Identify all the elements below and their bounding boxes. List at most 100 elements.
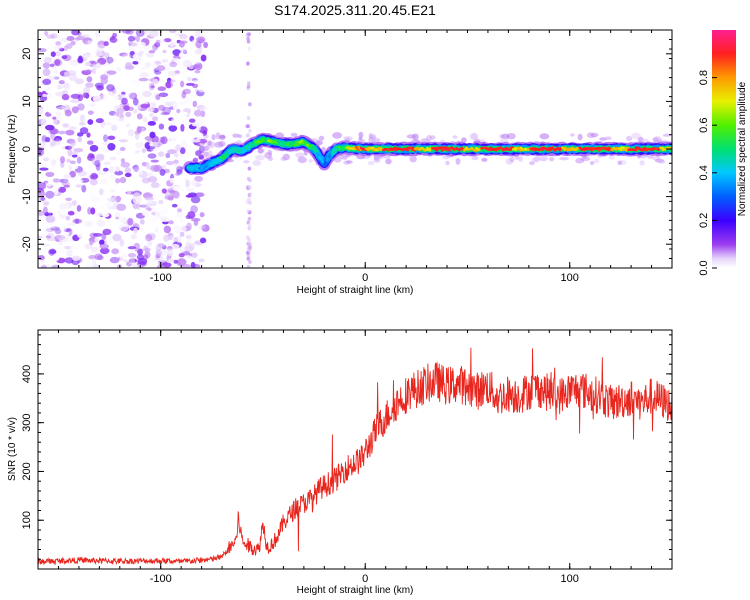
noise-blob	[246, 246, 251, 251]
spectrogram-y-tick-label: -20	[21, 236, 33, 252]
noise-blob	[42, 62, 51, 69]
noise-blob	[66, 43, 73, 49]
noise-blob	[64, 257, 74, 264]
noise-blob	[75, 184, 83, 188]
noise-blob	[589, 160, 595, 166]
noise-blob	[96, 85, 104, 91]
noise-blob	[89, 240, 94, 246]
noise-blob	[147, 106, 154, 113]
noise-blob	[86, 101, 93, 108]
noise-blob	[165, 81, 172, 89]
noise-blob	[102, 167, 109, 172]
noise-blob	[150, 182, 160, 189]
noise-blob	[246, 116, 251, 121]
spectrogram-x-axis-label: Height of straight line (km)	[297, 285, 414, 296]
noise-blob	[358, 131, 364, 139]
noise-blob	[88, 255, 96, 260]
ridge-segment	[357, 146, 363, 152]
noise-blob	[662, 133, 671, 137]
noise-blob	[68, 126, 77, 131]
noise-blob	[173, 113, 183, 121]
noise-blob	[148, 176, 158, 183]
noise-blob	[131, 79, 140, 87]
noise-blob	[245, 251, 250, 255]
ridge-segment	[632, 148, 638, 152]
noise-blob	[87, 140, 94, 145]
noise-blob	[115, 195, 122, 203]
noise-blob	[343, 136, 353, 141]
noise-blob	[145, 234, 153, 242]
noise-blob	[590, 132, 599, 138]
noise-blob	[55, 234, 66, 240]
noise-blob	[176, 258, 187, 266]
noise-blob	[127, 129, 135, 137]
ridge-segment	[566, 147, 571, 152]
ridge-segment	[546, 146, 552, 151]
noise-blob	[455, 158, 461, 165]
noise-blob	[332, 132, 343, 139]
ridge-segment	[364, 147, 370, 152]
noise-blob	[255, 154, 265, 161]
noise-blob	[173, 104, 178, 111]
noise-blob	[104, 30, 113, 38]
noise-blob	[47, 147, 55, 154]
noise-blob	[41, 220, 49, 228]
noise-blob	[161, 59, 169, 63]
noise-blob	[100, 74, 109, 81]
noise-blob	[42, 93, 47, 98]
noise-blob	[96, 44, 106, 49]
noise-blob	[38, 261, 42, 267]
noise-blob	[133, 227, 138, 234]
noise-blob	[38, 210, 45, 216]
noise-blob	[367, 160, 375, 166]
noise-blob	[243, 160, 250, 164]
ridge-segment	[529, 147, 535, 152]
noise-blob	[152, 78, 159, 85]
noise-blob	[176, 210, 184, 218]
noise-blob	[247, 226, 251, 231]
noise-blob	[174, 32, 184, 37]
noise-blob	[593, 159, 600, 164]
noise-blob	[97, 40, 106, 49]
noise-blob	[143, 254, 149, 260]
noise-blob	[191, 139, 201, 143]
noise-blob	[178, 225, 187, 232]
noise-blob	[87, 119, 94, 125]
noise-blob	[68, 165, 73, 171]
noise-blob	[43, 201, 50, 206]
noise-blob	[125, 30, 134, 35]
noise-blob	[177, 208, 182, 213]
noise-blob	[106, 56, 114, 64]
ridge-segment	[202, 164, 208, 170]
colorbar-tick-label: 0.8	[698, 70, 710, 85]
noise-blob	[135, 141, 144, 149]
noise-blob	[608, 155, 615, 160]
noise-blob	[133, 97, 139, 106]
noise-blob	[199, 212, 205, 218]
noise-blob	[64, 145, 73, 150]
noise-blob	[95, 118, 104, 124]
noise-blob	[79, 114, 85, 122]
noise-blob	[71, 165, 79, 170]
ridge-segment	[354, 146, 360, 151]
noise-blob	[119, 238, 125, 247]
noise-blob	[248, 102, 252, 107]
noise-blob	[144, 247, 151, 252]
noise-blob	[141, 162, 147, 166]
noise-blob	[570, 133, 575, 137]
noise-blob	[167, 145, 174, 149]
noise-blob	[93, 233, 103, 237]
noise-blob	[40, 265, 47, 268]
noise-blob	[343, 155, 348, 161]
noise-blob	[134, 56, 142, 62]
noise-blob	[194, 109, 202, 117]
noise-blob	[99, 93, 104, 100]
noise-blob	[81, 184, 87, 193]
noise-blob	[172, 181, 180, 186]
noise-blob	[146, 124, 151, 130]
noise-blob	[90, 246, 99, 253]
snr-axes: -100 0 100 100 200 300 400	[21, 330, 673, 585]
ridge-segment	[404, 147, 410, 152]
noise-blob	[59, 203, 67, 211]
noise-blob	[54, 59, 61, 66]
